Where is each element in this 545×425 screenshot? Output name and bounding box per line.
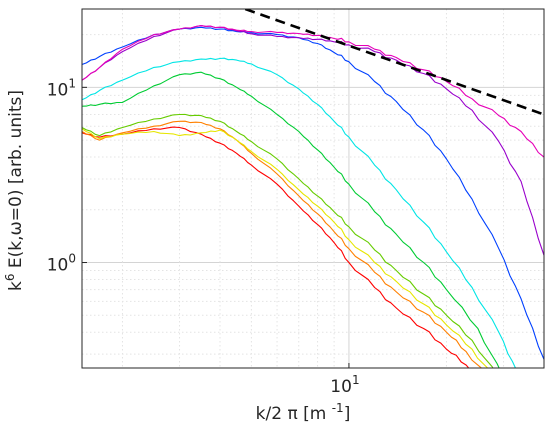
- x-tick-base: 10: [330, 377, 352, 397]
- y-axis-label-sup: 6: [3, 273, 17, 281]
- series-line-7: [82, 27, 544, 359]
- series-line-4: [82, 114, 499, 377]
- series-line-3: [82, 129, 494, 378]
- y-tick-exp: 0: [68, 252, 76, 266]
- y-axis-label-mid: E(k,: [6, 235, 26, 273]
- y-axis-label-pre: k: [6, 281, 26, 291]
- x-axis-label-greek: π: [287, 404, 297, 424]
- x-tick-label-1: 101: [330, 373, 359, 397]
- x-axis-label-mid: [m: [298, 404, 332, 424]
- x-tick-exp: 1: [352, 373, 360, 387]
- x-axis-label: k/2 π [m -1]: [256, 401, 351, 424]
- plot-frame: [82, 9, 544, 368]
- y-tick-base: 10: [47, 80, 69, 100]
- x-axis-label-post: ]: [344, 404, 351, 424]
- series-line-5: [82, 72, 504, 378]
- x-axis-label-sup: -1: [332, 401, 344, 415]
- grid: [82, 9, 544, 368]
- series-line-1: [82, 127, 483, 378]
- y-axis-label-post: =0) [arb. units]: [6, 90, 26, 221]
- y-tick-base: 10: [47, 256, 69, 276]
- y-tick-label-1: 100: [47, 252, 76, 276]
- y-axis-label-greek: ω: [6, 221, 26, 235]
- x-axis-label-pre: k/2: [256, 404, 288, 424]
- series-group: [82, 26, 544, 378]
- y-tick-exp: 1: [68, 76, 76, 90]
- y-axis-label: k6 E(k,ω=0) [arb. units]: [3, 90, 26, 291]
- series-line-6: [82, 58, 517, 371]
- y-tick-label-2: 101: [47, 76, 76, 100]
- series-line-2: [82, 121, 489, 378]
